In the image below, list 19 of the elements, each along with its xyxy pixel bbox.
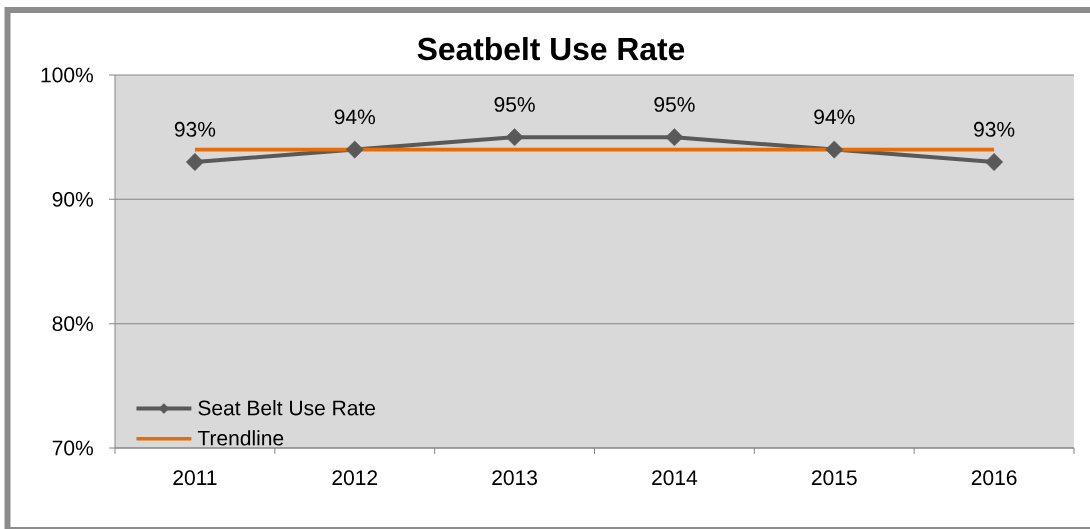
y-tick-label: 100% bbox=[41, 67, 93, 83]
x-tick-label: 2015 bbox=[811, 470, 857, 486]
legend-label: Trendline bbox=[197, 430, 284, 446]
data-label: 94% bbox=[814, 109, 855, 125]
data-label: 94% bbox=[334, 109, 376, 125]
y-tick-label: 90% bbox=[52, 191, 93, 207]
data-label: 93% bbox=[974, 121, 1015, 137]
x-tick-label: 2016 bbox=[971, 470, 1017, 486]
x-tick-label: 2012 bbox=[332, 470, 378, 486]
legend-label: Seat Belt Use Rate bbox=[198, 399, 376, 416]
data-label: 95% bbox=[494, 97, 535, 112]
x-tick-label: 2011 bbox=[173, 470, 217, 486]
chart-title: Seatbelt Use Rate bbox=[417, 36, 685, 61]
data-label: 93% bbox=[174, 121, 216, 137]
y-tick-label: 80% bbox=[52, 316, 93, 332]
x-tick-label: 2014 bbox=[652, 470, 698, 486]
y-tick-label: 70% bbox=[52, 440, 93, 456]
data-label: 95% bbox=[654, 97, 695, 112]
x-tick-label: 2013 bbox=[492, 470, 537, 486]
